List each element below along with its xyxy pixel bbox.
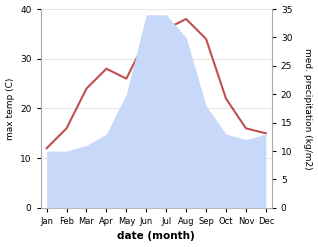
Y-axis label: med. precipitation (kg/m2): med. precipitation (kg/m2) [303,48,313,169]
Y-axis label: max temp (C): max temp (C) [5,77,15,140]
X-axis label: date (month): date (month) [117,231,195,242]
